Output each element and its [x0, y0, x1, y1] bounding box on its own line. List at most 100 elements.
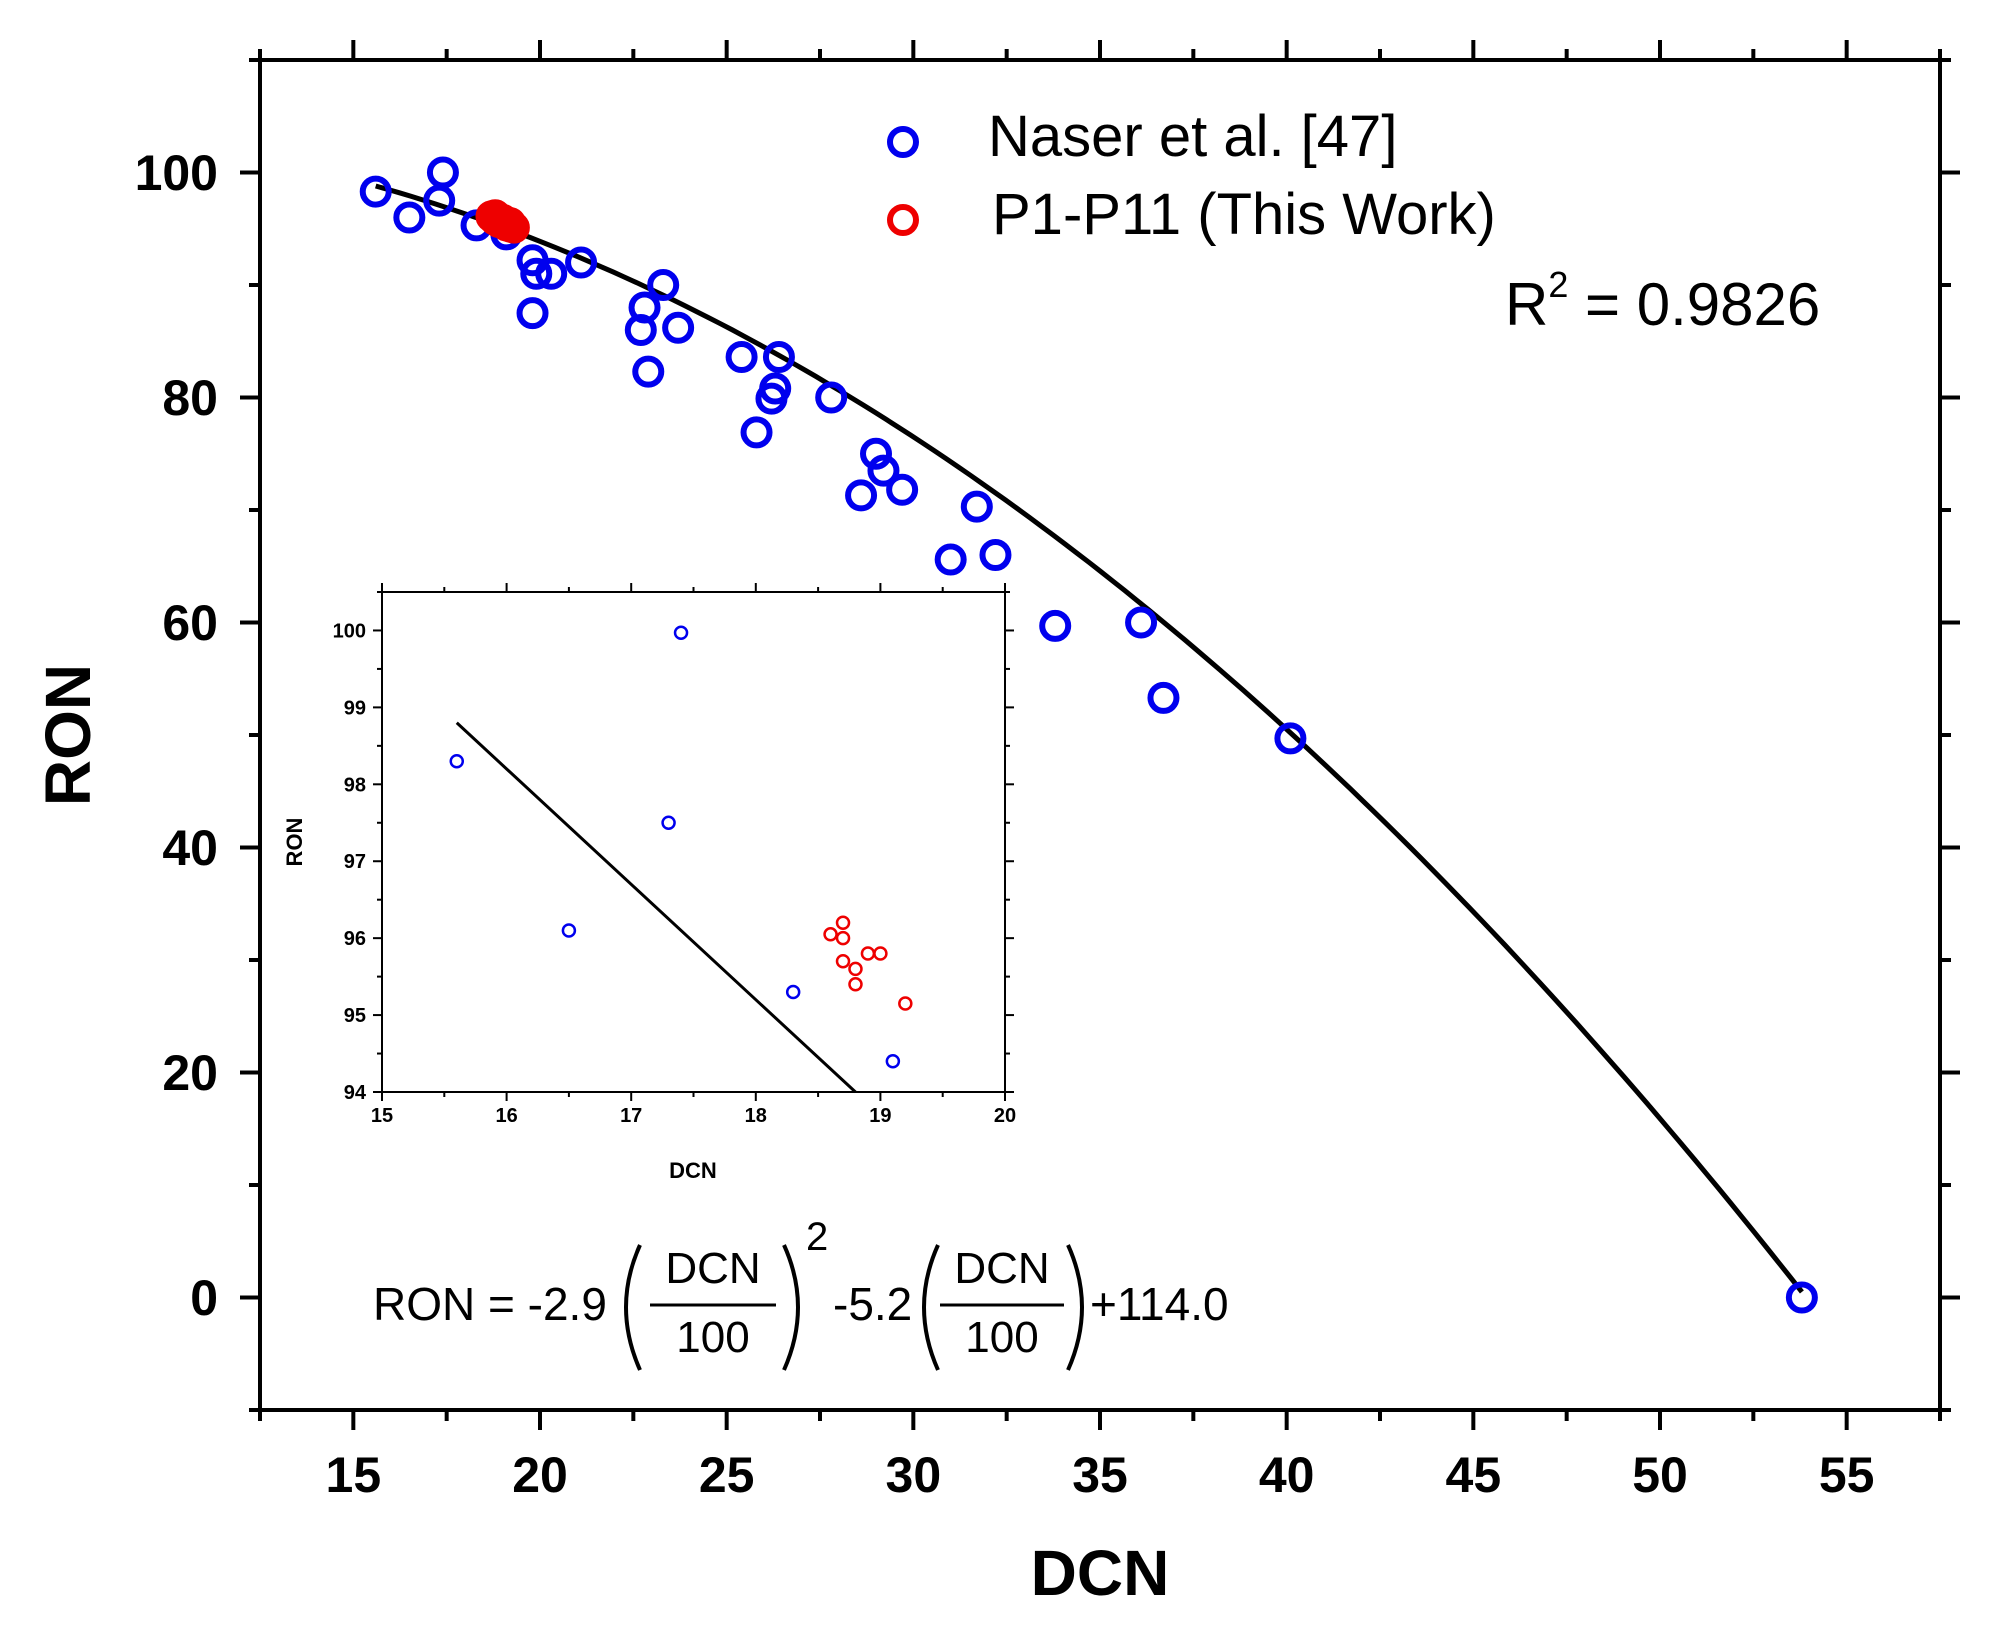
- equation-mid: -5.2: [833, 1278, 912, 1330]
- inset-fit-line: [455, 721, 857, 1094]
- main-fit-curve: [375, 183, 1804, 1294]
- y-axis-title: RON: [32, 664, 104, 806]
- main-data-points: [359, 156, 1818, 1314]
- legend-marker-naser: [887, 126, 919, 158]
- naser-point: [561, 923, 577, 938]
- x-tick-label: 35: [1072, 1447, 1128, 1503]
- equation-lhs: RON = -2.9: [373, 1278, 607, 1330]
- y-tick-label: 94: [344, 1082, 367, 1104]
- naser-point: [845, 479, 878, 512]
- this-work-point: [479, 203, 512, 236]
- naser-point: [632, 355, 665, 388]
- naser-point: [860, 437, 892, 470]
- naser-point: [1785, 1281, 1818, 1314]
- x-tick-label: 20: [994, 1105, 1016, 1127]
- y-tick-label: 95: [344, 1005, 366, 1027]
- legend-label-naser: Naser et al. [47]: [988, 104, 1397, 169]
- naser-point: [934, 543, 967, 576]
- equation-fraction-denominator-1: 100: [676, 1313, 749, 1362]
- naser-point: [1039, 609, 1072, 642]
- naser-point: [393, 201, 426, 234]
- equation-paren-right-1: [782, 1244, 800, 1371]
- y-tick-label: 0: [190, 1270, 218, 1326]
- y-tick-label: 98: [344, 774, 366, 796]
- this-work-point: [823, 927, 838, 942]
- main-axis-ticks: [240, 40, 1960, 1430]
- naser-point: [661, 815, 676, 831]
- legend: Naser et al. [47] P1-P11 (This Work): [887, 104, 1496, 247]
- naser-point: [662, 311, 695, 344]
- naser-point: [520, 257, 553, 290]
- naser-point: [449, 753, 465, 769]
- this-work-point: [835, 930, 851, 946]
- naser-point: [1125, 606, 1158, 639]
- naser-point: [960, 490, 993, 523]
- inset-axis-ticks: [373, 583, 1014, 1101]
- main-axis-tick-labels: 15 20 25 30 35 40 45 50 55 0 20 40 60 80 100: [135, 145, 1875, 1503]
- naser-point: [762, 341, 795, 373]
- naser-point: [979, 539, 1012, 571]
- equation-tail: +114.0: [1090, 1278, 1229, 1330]
- r-squared-label: R2 = 0.9826: [1505, 264, 1820, 338]
- main-plot: 15 20 25 30 35 40 45 50 55 0 20 40 60 80 100 DCN RON N…: [32, 40, 1960, 1609]
- equation-fraction-denominator-2: 100: [965, 1313, 1038, 1362]
- y-tick-label: 40: [162, 820, 218, 876]
- naser-point: [867, 454, 900, 487]
- inset-data-points: [449, 625, 913, 1069]
- x-tick-label: 40: [1259, 1447, 1315, 1503]
- naser-point: [624, 314, 657, 346]
- y-tick-label: 80: [162, 370, 218, 426]
- y-tick-label: 60: [162, 595, 218, 651]
- equation-exponent: 2: [806, 1215, 828, 1259]
- equation-paren-left-1: [624, 1244, 642, 1371]
- naser-point: [815, 381, 848, 414]
- x-tick-label: 15: [371, 1105, 393, 1127]
- this-work-point: [835, 953, 851, 969]
- inset-y-axis-title: RON: [282, 818, 307, 867]
- y-tick-label: 100: [135, 145, 218, 201]
- naser-point: [359, 175, 392, 208]
- naser-point: [755, 382, 788, 415]
- this-work-point: [898, 996, 913, 1011]
- naser-point: [885, 1053, 901, 1069]
- this-work-point: [848, 977, 863, 992]
- x-tick-label: 18: [745, 1105, 767, 1127]
- naser-point: [886, 473, 919, 506]
- equation-fraction-numerator-1: DCN: [665, 1244, 760, 1293]
- naser-point: [647, 269, 680, 301]
- x-tick-label: 45: [1446, 1447, 1502, 1503]
- inset-axis-tick-labels: 15 16 17 18 19 20 94 95 96 97 98 99 100: [333, 620, 1017, 1127]
- inset-background: [382, 592, 1005, 1092]
- naser-point: [740, 416, 773, 449]
- y-tick-label: 97: [344, 851, 366, 873]
- this-work-point: [848, 961, 863, 977]
- x-axis-title: DCN: [1031, 1537, 1170, 1609]
- naser-point: [785, 984, 801, 1000]
- this-work-point: [873, 946, 888, 961]
- naser-point: [1147, 681, 1180, 714]
- inset-plot: 15 16 17 18 19 20 94 95 96 97 98 99 100 DCN RON: [282, 583, 1016, 1183]
- equation-paren-left-2: [922, 1244, 940, 1371]
- inset-frame: [381, 591, 1006, 1093]
- naser-point: [426, 156, 459, 189]
- x-tick-label: 25: [699, 1447, 755, 1503]
- x-tick-label: 16: [495, 1105, 517, 1127]
- x-tick-label: 17: [620, 1105, 642, 1127]
- naser-point: [725, 341, 758, 373]
- naser-point: [673, 625, 689, 641]
- x-tick-label: 30: [886, 1447, 942, 1503]
- equation-fraction-numerator-2: DCN: [954, 1244, 1049, 1293]
- fit-equation: RON = -2.9 DCN 100 2 -5.2 DCN 100 +114.0: [373, 1215, 1229, 1371]
- naser-point: [1274, 722, 1307, 755]
- y-tick-label: 96: [344, 928, 366, 950]
- x-tick-label: 20: [512, 1447, 568, 1503]
- x-tick-label: 19: [869, 1105, 891, 1127]
- equation-paren-right-2: [1066, 1244, 1084, 1371]
- y-tick-label: 100: [333, 620, 366, 642]
- naser-point: [516, 297, 549, 330]
- legend-marker-this-work: [887, 204, 919, 236]
- naser-point: [565, 246, 598, 279]
- x-tick-label: 15: [326, 1447, 382, 1503]
- inset-x-axis-title: DCN: [669, 1158, 717, 1183]
